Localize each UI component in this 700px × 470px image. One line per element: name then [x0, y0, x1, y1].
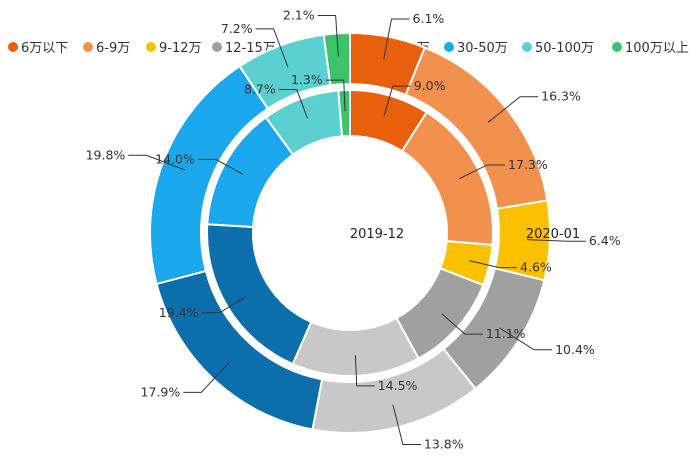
legend-item[interactable]: 30-50万	[444, 41, 508, 56]
leader-line	[383, 18, 410, 60]
inner-ring	[206, 88, 494, 377]
leader-line	[526, 239, 586, 242]
data-label: 2.1%	[283, 7, 315, 22]
data-label: 9.0%	[414, 78, 446, 93]
legend-label: 6万以下	[21, 41, 68, 56]
legend-label: 50-100万	[535, 41, 594, 56]
data-label: 6.1%	[413, 11, 445, 26]
legend-item[interactable]: 6万以下	[8, 41, 68, 56]
legend-item[interactable]: 50-100万	[522, 41, 594, 56]
data-label: 11.1%	[486, 326, 526, 341]
legend-swatch	[8, 42, 18, 52]
data-label: 14.5%	[378, 378, 418, 393]
leader-line	[255, 28, 289, 68]
leader-line	[441, 313, 483, 335]
leader-line	[354, 355, 375, 387]
leader-line	[197, 158, 244, 175]
data-label: 19.8%	[86, 147, 126, 162]
leader-line	[128, 154, 185, 171]
data-label: 7.2%	[221, 21, 253, 36]
data-label: 14.0%	[155, 151, 195, 166]
legend-label: 6-9万	[96, 41, 130, 56]
leader-line	[469, 260, 518, 269]
legend-swatch	[444, 42, 454, 52]
data-label: 17.3%	[508, 157, 548, 172]
center-label: 2019-12	[350, 227, 404, 242]
outer-series-label: 2020-01	[526, 227, 580, 242]
legend-item[interactable]: 6-9万	[83, 41, 130, 56]
legend-label: 30-50万	[457, 41, 508, 56]
legend-swatch	[83, 42, 93, 52]
data-label: 10.4%	[555, 342, 595, 357]
legend-item[interactable]: 9-12万	[146, 41, 202, 56]
legend-label: 100万以上	[625, 41, 689, 56]
leader-line	[317, 14, 339, 57]
data-label: 13.8%	[424, 436, 464, 451]
data-label: 6.4%	[589, 233, 621, 248]
data-label: 4.6%	[520, 260, 552, 275]
data-label: 17.9%	[141, 384, 181, 399]
data-labels: 9.0% 17.3% 4.6% 11.1% 14.5% 19.4% 14.0% 8.7% 1.3…	[86, 7, 621, 451]
outer-ring-slice[interactable]	[322, 31, 351, 87]
leader-line	[183, 362, 230, 393]
legend-swatch	[522, 42, 532, 52]
leader-line	[499, 327, 553, 351]
legend-label: 9-12万	[159, 41, 202, 56]
leader-line	[325, 79, 346, 111]
legend-swatch	[612, 42, 622, 52]
leader-line	[459, 164, 506, 180]
legend-swatch	[212, 42, 222, 52]
leader-line	[383, 85, 411, 116]
leader-line	[278, 89, 308, 119]
legend-swatch	[146, 42, 156, 52]
data-label: 8.7%	[244, 82, 276, 97]
leader-line	[487, 96, 539, 123]
data-label: 19.4%	[159, 305, 199, 320]
legend-item[interactable]: 100万以上	[612, 41, 689, 56]
outer-ring	[149, 31, 551, 434]
inner-ring-slice[interactable]	[337, 88, 351, 138]
leader-line	[392, 404, 421, 445]
data-label: 1.3%	[291, 72, 323, 87]
leader-line	[201, 296, 246, 314]
leader-lines	[128, 14, 586, 445]
data-label: 16.3%	[541, 89, 581, 104]
